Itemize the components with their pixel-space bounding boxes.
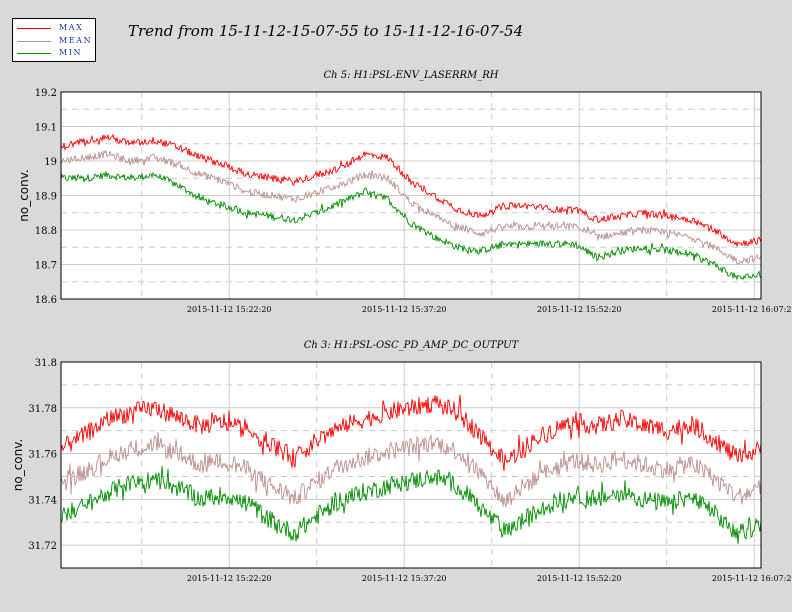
x-tick-label: 2015-11-12 15:22:20 <box>187 574 272 583</box>
page-title: Trend from 15-11-12-15-07-55 to 15-11-12… <box>128 22 524 40</box>
x-tick-label: 2015-11-12 15:22:20 <box>187 305 272 314</box>
y-tick-label: 18.6 <box>35 295 57 306</box>
legend-label-max: MAX <box>59 23 84 32</box>
y-tick-label: 31.72 <box>28 541 57 552</box>
series-line-mean <box>60 432 762 507</box>
legend-label-mean: MEAN <box>59 36 93 45</box>
y-tick-label: 31.74 <box>28 495 57 506</box>
x-tick-label: 2015-11-12 16:07:20 <box>712 305 792 314</box>
y-axis-label: no_conv. <box>11 439 25 491</box>
legend-swatch-min <box>17 53 51 54</box>
series-line-max <box>60 394 762 472</box>
legend-item-min: MIN <box>17 48 95 60</box>
legend-swatch-max <box>17 28 51 29</box>
series-line-mean <box>60 149 762 265</box>
y-tick-label: 18.9 <box>35 192 57 203</box>
series-line-min <box>60 171 762 281</box>
legend: MAX MEAN MIN <box>12 18 96 62</box>
x-tick-label: 2015-11-12 15:52:20 <box>537 305 622 314</box>
y-tick-label: 19 <box>44 157 57 168</box>
y-axis-label: no_conv. <box>17 169 31 221</box>
x-tick-label: 2015-11-12 15:37:20 <box>362 574 447 583</box>
plot-frame <box>60 361 762 569</box>
x-tick-label: 2015-11-12 16:07:20 <box>712 574 792 583</box>
legend-item-max: MAX <box>17 23 95 35</box>
y-tick-label: 18.7 <box>35 261 57 272</box>
y-tick-label: 31.76 <box>28 450 57 461</box>
x-tick-label: 2015-11-12 15:37:20 <box>362 305 447 314</box>
y-tick-label: 31.8 <box>35 358 57 369</box>
y-tick-label: 18.8 <box>35 226 57 237</box>
plot-frame <box>60 91 762 300</box>
series-line-max <box>60 133 762 247</box>
y-tick-label: 19.2 <box>35 88 57 99</box>
series-line-min <box>60 466 762 545</box>
y-tick-label: 19.1 <box>35 123 57 134</box>
legend-swatch-mean <box>17 41 51 42</box>
chart-title: Ch 5: H1:PSL-ENV_LASERRM_RH <box>323 70 498 81</box>
legend-item-mean: MEAN <box>17 36 95 48</box>
legend-label-min: MIN <box>59 48 83 57</box>
x-tick-label: 2015-11-12 15:52:20 <box>537 574 622 583</box>
y-tick-label: 31.78 <box>28 404 57 415</box>
chart-title: Ch 3: H1:PSL-OSC_PD_AMP_DC_OUTPUT <box>304 340 520 351</box>
